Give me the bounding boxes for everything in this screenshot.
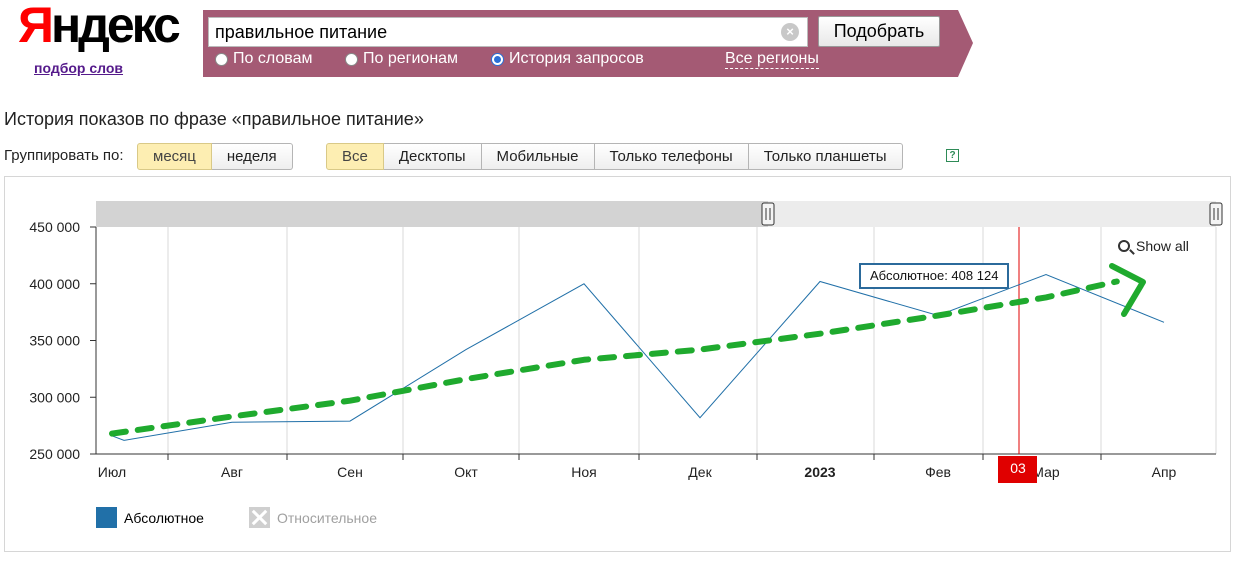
legend-label: Абсолютное	[124, 509, 204, 526]
device-mobile-button[interactable]: Мобильные	[481, 143, 595, 170]
group-by-buttons: месяц неделя	[137, 143, 293, 170]
x-tick-label: Дек	[688, 464, 712, 480]
search-panel: правильное питание × Подобрать По словам…	[203, 10, 973, 77]
y-tick-label: 450 000	[29, 219, 80, 235]
all-regions-link[interactable]: Все регионы	[725, 50, 819, 69]
radio-label: По словам	[233, 50, 313, 67]
trend-arrow-icon	[1109, 263, 1146, 317]
page-title: История показов по фразе «правильное пит…	[4, 109, 424, 129]
cursor-label: 03	[1010, 460, 1026, 476]
cursor-label-bg	[998, 456, 1037, 483]
wordstat-link[interactable]: подбор слов	[34, 60, 124, 76]
search-input[interactable]: правильное питание	[208, 17, 808, 47]
radio-dot-icon	[345, 52, 358, 66]
radio-label: История запросов	[509, 50, 644, 67]
show-all-button[interactable]: Show all	[1118, 238, 1189, 254]
x-tick-label: Сен	[337, 464, 363, 480]
x-tick-label: Апр	[1152, 464, 1177, 480]
x-tick-label: Ноя	[571, 464, 596, 480]
y-tick-label: 350 000	[29, 333, 80, 349]
y-tick-label: 400 000	[29, 276, 80, 292]
navigator-handle-icon	[761, 202, 775, 226]
group-by-label: Группировать по:	[4, 147, 124, 164]
x-tick-label: Мар	[1032, 464, 1060, 480]
x-tick-label: 2023	[804, 464, 835, 480]
clear-icon[interactable]: ×	[781, 23, 799, 41]
help-icon[interactable]: ?	[946, 149, 959, 162]
group-week-button[interactable]: неделя	[211, 143, 293, 170]
radio-label: По регионам	[363, 50, 459, 67]
x-tick-label: Окт	[454, 464, 478, 480]
series-line-absolute	[111, 273, 1165, 441]
x-tick-label: Авг	[221, 464, 243, 480]
yandex-logo[interactable]: Яндекс	[18, 0, 181, 53]
device-desktop-button[interactable]: Десктопы	[383, 143, 482, 170]
legend-relative[interactable]: Относительное	[249, 507, 377, 528]
logo-first-letter: Я	[18, 0, 54, 53]
device-phones-button[interactable]: Только телефоны	[594, 143, 749, 170]
y-tick-label: 300 000	[29, 389, 80, 405]
x-tick-label: Фев	[925, 464, 951, 480]
group-month-button[interactable]: месяц	[137, 143, 212, 170]
device-tablets-button[interactable]: Только планшеты	[748, 143, 903, 170]
search-button[interactable]: Подобрать	[818, 16, 940, 47]
device-filter-buttons: Все Десктопы Мобильные Только телефоны Т…	[326, 143, 903, 170]
legend-disabled-icon	[249, 507, 270, 528]
radio-dot-checked-icon	[491, 52, 504, 66]
y-tick-label: 250 000	[29, 446, 80, 462]
device-all-button[interactable]: Все	[326, 143, 384, 170]
x-tick-label: Июл	[98, 464, 126, 480]
radio-by-regions[interactable]: По регионам	[345, 50, 458, 68]
radio-by-words[interactable]: По словам	[215, 50, 312, 68]
chart-tooltip: Абсолютное: 408 124	[859, 263, 1010, 289]
legend-swatch-icon	[96, 507, 117, 528]
chart-container	[4, 176, 1231, 552]
radio-query-history[interactable]: История запросов	[491, 50, 644, 68]
navigator-selection	[96, 201, 768, 227]
zoom-icon	[1118, 240, 1130, 252]
legend-label: Относительное	[277, 509, 377, 526]
trend-annotation-line	[109, 278, 1120, 437]
navigator-handle-icon	[1209, 202, 1223, 226]
show-all-label: Show all	[1136, 238, 1189, 254]
radio-dot-icon	[215, 52, 228, 66]
logo-rest: ндекс	[50, 0, 181, 53]
legend-absolute[interactable]: Абсолютное	[96, 507, 204, 528]
